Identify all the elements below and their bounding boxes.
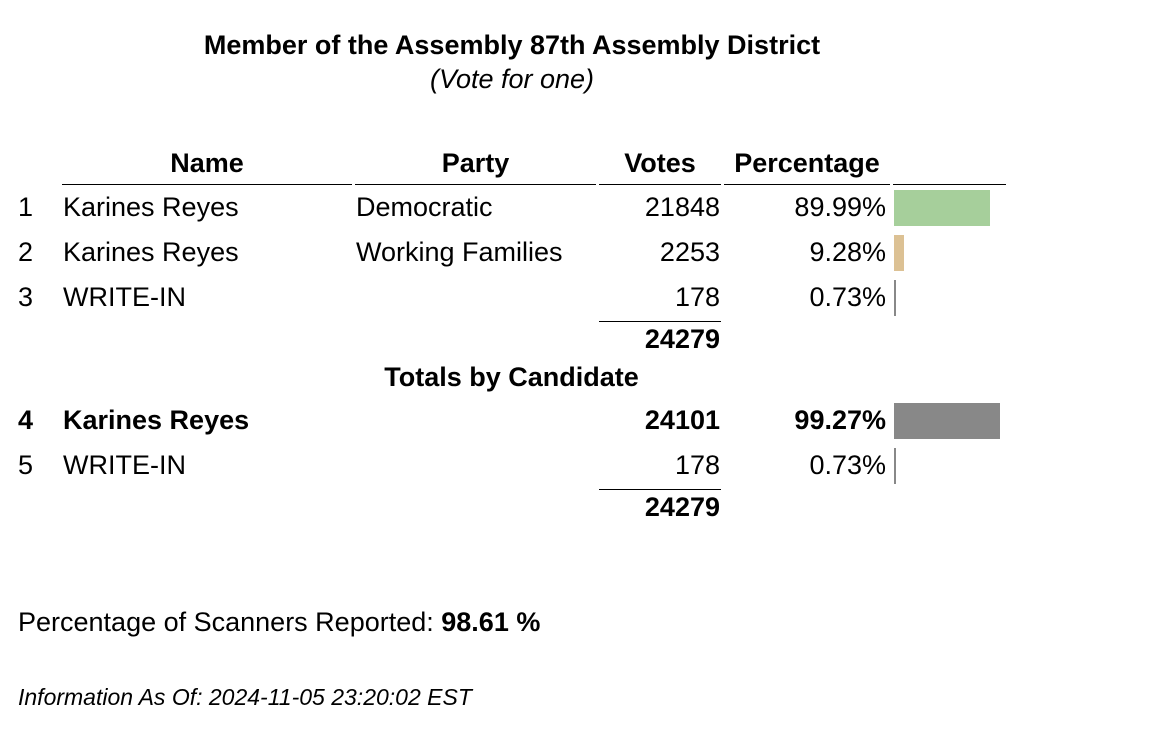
- candidate-name: Karines Reyes: [63, 237, 239, 267]
- candidate-name: WRITE-IN: [63, 450, 186, 480]
- header-votes: Votes: [624, 148, 696, 178]
- row-number: 5: [18, 450, 34, 480]
- header-rule-name: [62, 184, 352, 185]
- candidate-name: Karines Reyes: [63, 192, 239, 222]
- contest-subtitle: (Vote for one): [429, 64, 595, 94]
- percentage-bar: [894, 235, 904, 271]
- header-rule-bar: [893, 184, 1006, 185]
- row-number: 1: [18, 192, 34, 222]
- percentage-bar: [894, 448, 896, 484]
- candidate-total-votes: 24279: [644, 492, 720, 522]
- row-number: 4: [18, 405, 34, 435]
- scanners-reported: Percentage of Scanners Reported: 98.61 %: [18, 607, 540, 638]
- header-rule-votes: [599, 184, 721, 185]
- candidate-total-rule: [599, 489, 721, 490]
- scanners-reported-value: 98.61 %: [441, 607, 541, 637]
- total-votes: 24279: [644, 324, 720, 354]
- party-name: Working Families: [356, 237, 563, 267]
- vote-count: 178: [674, 282, 720, 312]
- candidate-name: Karines Reyes: [63, 405, 250, 435]
- header-percentage: Percentage: [734, 148, 880, 178]
- total-rule: [599, 321, 721, 322]
- row-number: 2: [18, 237, 34, 267]
- information-timestamp: Information As Of: 2024-11-05 23:20:02 E…: [18, 684, 472, 710]
- percentage-bar: [894, 190, 990, 226]
- vote-percentage: 9.28%: [809, 237, 886, 267]
- candidate-name: WRITE-IN: [63, 282, 186, 312]
- header-rule-percentage: [724, 184, 890, 185]
- header-rule-party: [355, 184, 596, 185]
- vote-count: 178: [674, 450, 720, 480]
- scanners-reported-label: Percentage of Scanners Reported:: [18, 607, 442, 637]
- vote-percentage: 99.27%: [794, 405, 886, 435]
- header-party: Party: [441, 148, 510, 178]
- header-name: Name: [170, 148, 244, 178]
- party-name: Democratic: [356, 192, 493, 222]
- vote-count: 21848: [644, 192, 720, 222]
- percentage-bar: [894, 403, 1000, 439]
- vote-percentage: 0.73%: [809, 450, 886, 480]
- vote-percentage: 89.99%: [794, 192, 886, 222]
- row-number: 3: [18, 282, 34, 312]
- vote-count: 2253: [659, 237, 720, 267]
- vote-percentage: 0.73%: [809, 282, 886, 312]
- totals-by-candidate-heading: Totals by Candidate: [384, 362, 639, 392]
- percentage-bar: [894, 280, 896, 316]
- vote-count: 24101: [644, 405, 720, 435]
- contest-title: Member of the Assembly 87th Assembly Dis…: [203, 30, 821, 60]
